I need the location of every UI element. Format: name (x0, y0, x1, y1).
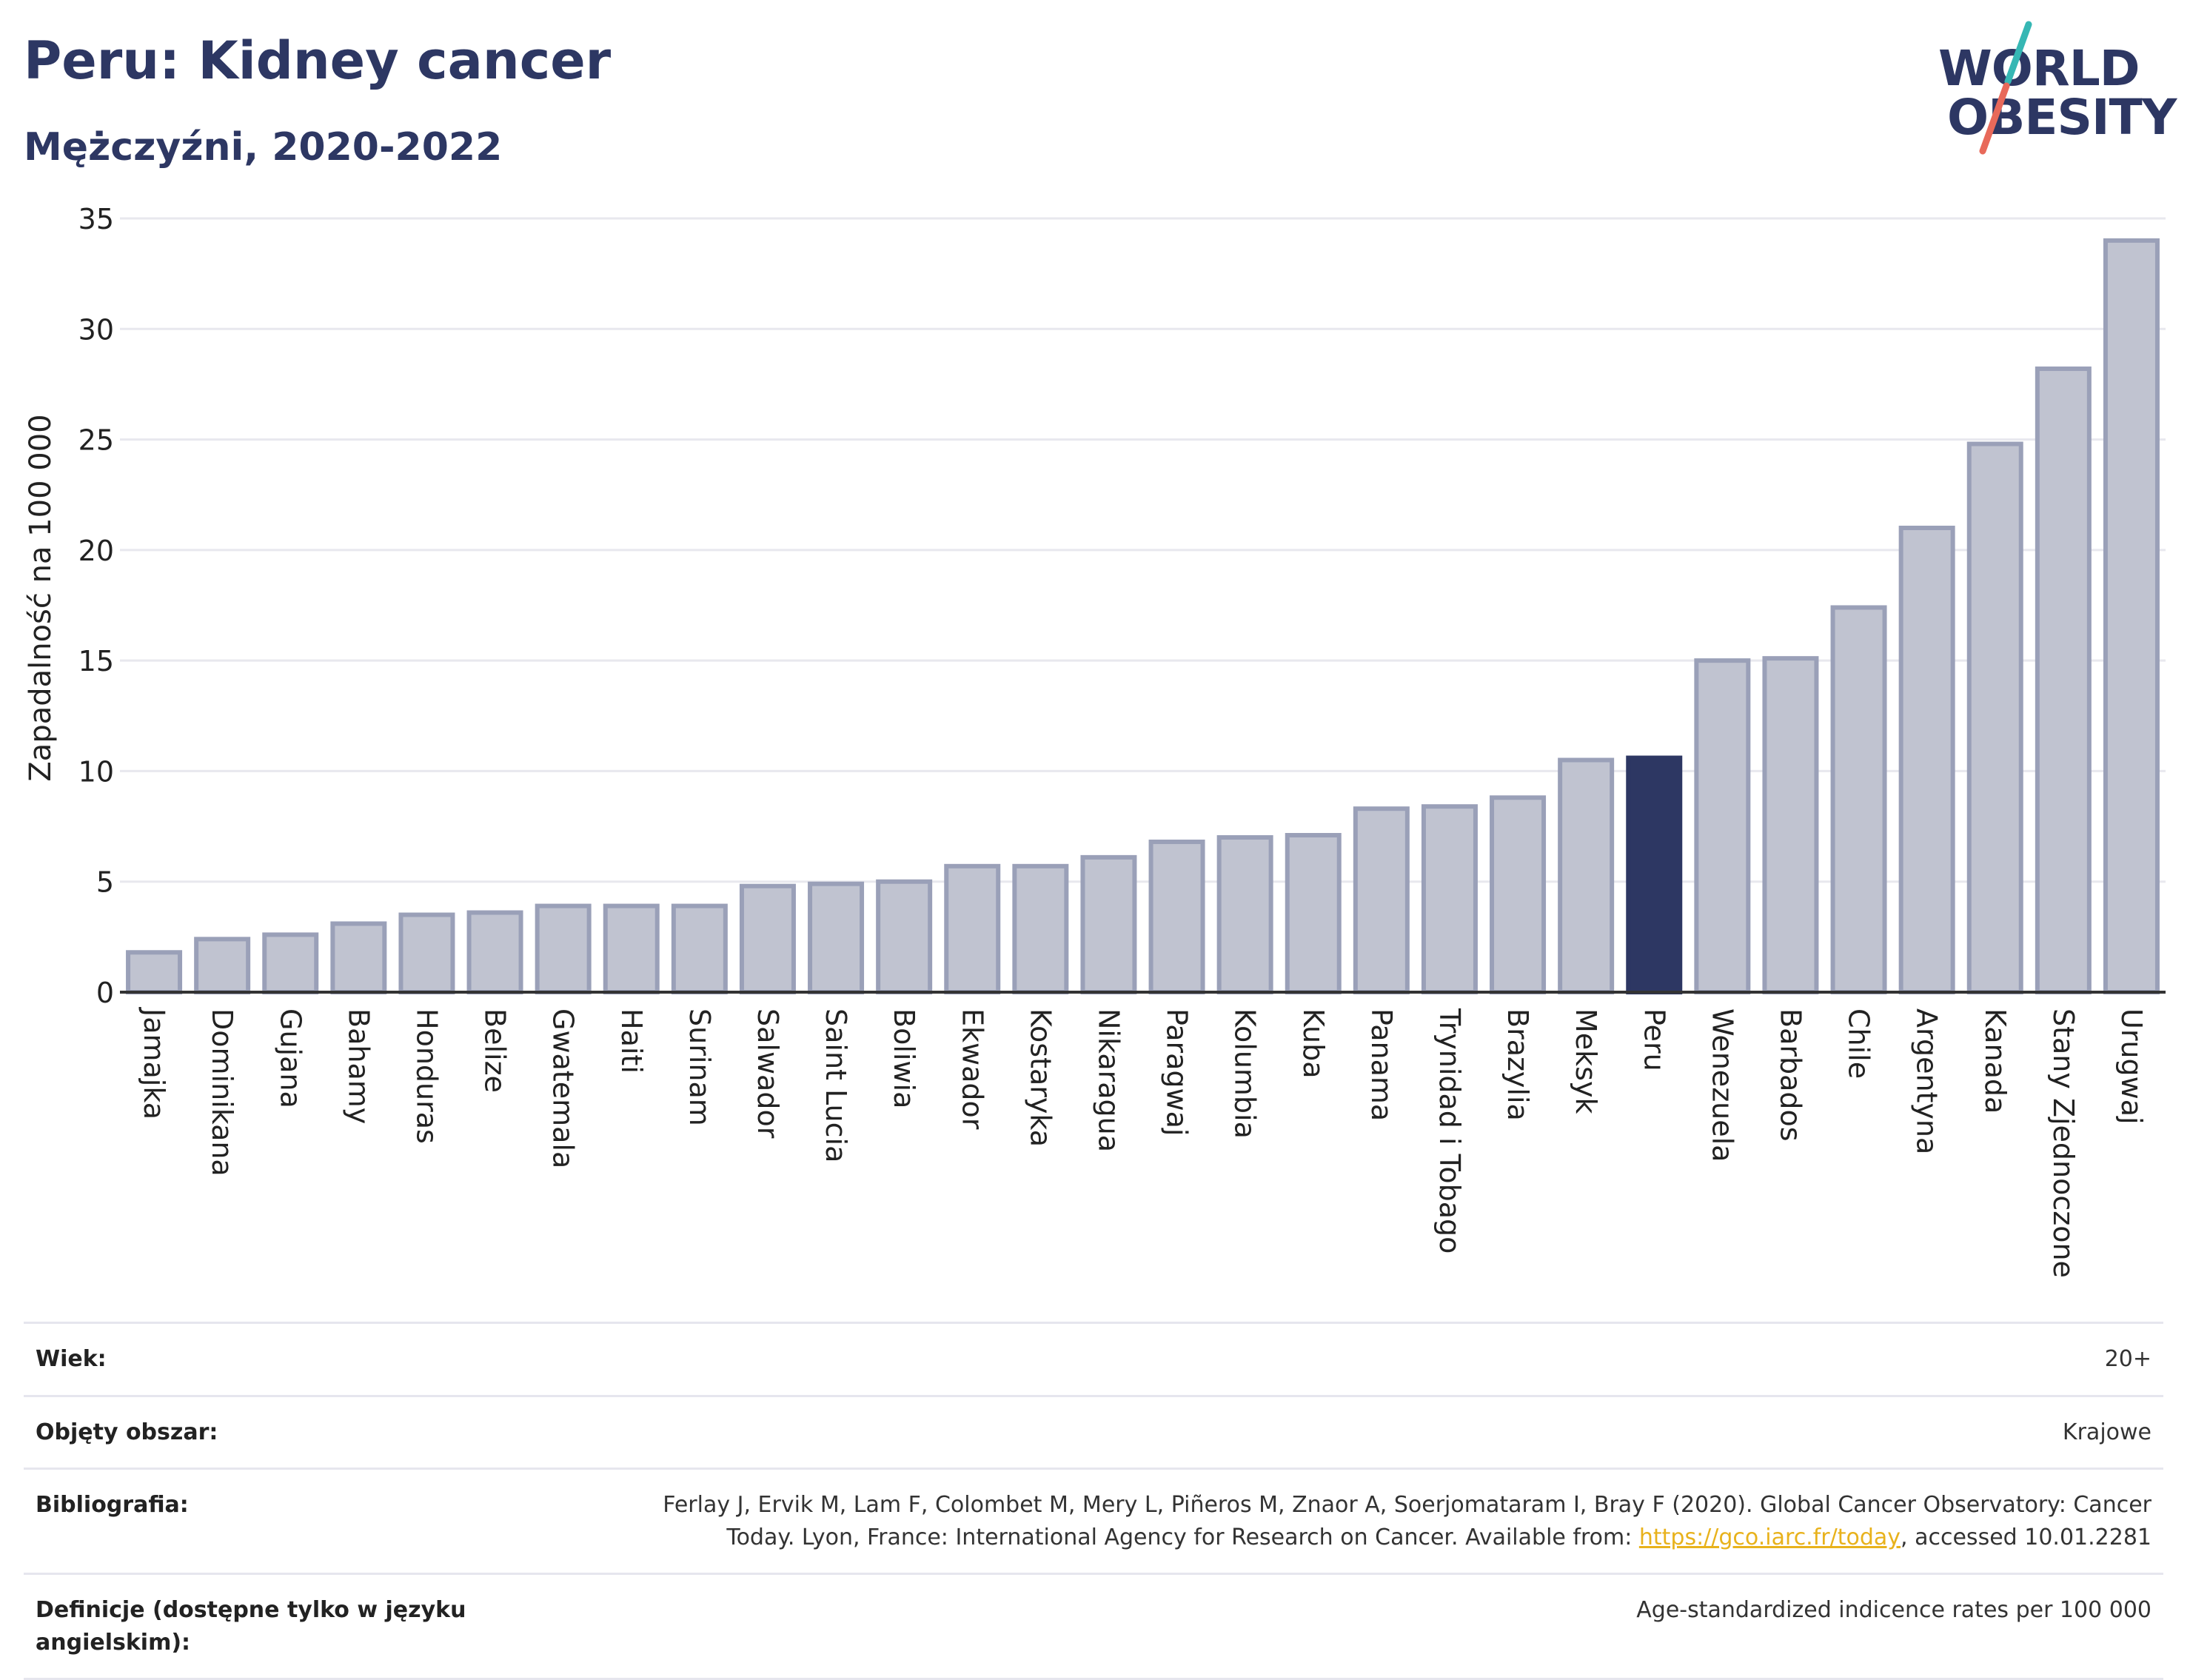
y-tick-label: 30 (78, 313, 114, 346)
x-tick-label: Kanada (1979, 1008, 2012, 1114)
bibliography-text: Ferlay J, Ervik M, Lam F, Colombet M, Me… (663, 1492, 2152, 1550)
y-tick-label: 5 (96, 866, 114, 899)
chart-subtitle: Mężczyźni, 2020-2022 (24, 125, 503, 170)
y-tick-label: 0 (96, 977, 114, 1009)
x-tick-label: Kolumbia (1229, 1008, 1262, 1139)
footer-value: Age-standardized indicence rates per 100… (1636, 1597, 2152, 1623)
x-tick-label: Saint Lucia (820, 1008, 852, 1162)
bar-salwador (739, 883, 796, 994)
bibliography-accessed: , accessed 10.01.2281 (1901, 1524, 2152, 1550)
x-tick-label: Peru (1638, 1008, 1670, 1071)
y-tick-label: 15 (78, 645, 114, 677)
footer-value: Krajowe (2062, 1419, 2152, 1445)
bar-argentyna (1898, 526, 1955, 994)
footer-label: Definicje (dostępne tylko w języku angie… (36, 1597, 466, 1656)
logo-line-1: WORLD (1938, 40, 2140, 97)
x-tick-label: Paragwaj (1161, 1008, 1193, 1136)
chart-footer: Wiek: 20+ Objęty obszar: Krajowe Bibliog… (24, 1322, 2163, 1680)
y-tick-label: 25 (78, 424, 114, 457)
bar-chart: 0 5 10 15 20 25 30 35 Zapadalność na 100 000 Jama… (24, 203, 2166, 1278)
bibliography-link[interactable]: https://gco.iarc.fr/today (1638, 1524, 1901, 1550)
bar-dominikana (194, 937, 251, 995)
world-obesity-logo[interactable]: WORLD OBESITY (1925, 21, 2177, 161)
bar-boliwia (876, 879, 933, 994)
footer-label: Wiek: (36, 1346, 107, 1372)
bar-gujana (262, 932, 319, 995)
x-tick-label: Gujana (274, 1008, 307, 1108)
bar-peru (1626, 755, 1683, 994)
bar-belize (466, 910, 523, 994)
x-tick-label: Bahamy (342, 1008, 375, 1124)
x-tick-label: Argentyna (1911, 1008, 1943, 1154)
bar-trynidad-i-tobago (1421, 804, 1478, 994)
bar-chile (1830, 605, 1887, 994)
bar-surinam (671, 903, 728, 994)
x-tick-label: Belize (479, 1008, 512, 1093)
x-tick-label: Stany Zjednoczone (2047, 1008, 2080, 1278)
x-tick-label: Jamajka (138, 1007, 170, 1120)
bar-kostaryka (1012, 863, 1069, 995)
x-tick-label: Kostaryka (1024, 1008, 1057, 1147)
bar-saint-lucia (808, 881, 865, 994)
bar-wenezuela (1694, 658, 1751, 995)
x-tick-label: Honduras (410, 1008, 443, 1144)
bar-jamajka (126, 950, 183, 995)
bar-paragwaj (1148, 839, 1205, 994)
bar-bahamy (330, 921, 387, 995)
footer-label: Objęty obszar: (36, 1419, 218, 1445)
footer-label: Bibliografia: (36, 1492, 189, 1518)
bar-meksyk (1558, 757, 1615, 994)
bar-kolumbia (1216, 835, 1273, 994)
x-tick-label: Haiti (615, 1008, 648, 1074)
bar-kuba (1285, 833, 1342, 994)
y-axis-label: Zapadalność na 100 000 (24, 414, 58, 781)
footer-row-bibliography: Bibliografia: Ferlay J, Ervik M, Lam F, … (24, 1468, 2163, 1573)
x-tick-label: Gwatemala (547, 1008, 580, 1168)
bar-stany-zjednoczone (2035, 367, 2092, 994)
bar-honduras (398, 912, 455, 994)
bar-gwatemala (535, 903, 592, 994)
x-tick-label: Salwador (751, 1008, 784, 1139)
bar-barbados (1762, 656, 1819, 995)
x-tick-label: Ekwador (956, 1008, 988, 1130)
bar-ekwador (944, 863, 1001, 995)
footer-row-age: Wiek: 20+ (24, 1322, 2163, 1395)
x-tick-label: Wenezuela (1706, 1008, 1738, 1162)
x-tick-label: Nikaragua (1092, 1008, 1125, 1152)
bar-nikaragua (1080, 854, 1137, 995)
footer-row-definitions: Definicje (dostępne tylko w języku angie… (24, 1573, 2163, 1680)
bar-brazylia (1490, 795, 1547, 995)
x-tick-label: Barbados (1774, 1008, 1806, 1142)
bar-panama (1353, 806, 1410, 994)
y-tick-label: 20 (78, 535, 114, 567)
logo-slash-icon (1979, 21, 2032, 155)
x-tick-label: Chile (1843, 1008, 1875, 1079)
x-tick-label: Meksyk (1570, 1008, 1602, 1114)
logo-line-2: OBESITY (1947, 89, 2177, 146)
bar-urugwaj (2103, 238, 2160, 995)
x-tick-label: Dominikana (206, 1008, 238, 1177)
x-tick-label: Urugwaj (2115, 1008, 2148, 1125)
x-tick-label: Kuba (1297, 1008, 1330, 1079)
bar-haiti (603, 903, 660, 994)
footer-value: Ferlay J, Ervik M, Lam F, Colombet M, Me… (597, 1489, 2152, 1553)
y-tick-label: 10 (78, 755, 114, 788)
footer-row-area: Objęty obszar: Krajowe (24, 1394, 2163, 1468)
footer-value: 20+ (2104, 1346, 2152, 1372)
x-tick-label: Surinam (683, 1008, 716, 1126)
y-tick-label: 35 (78, 203, 114, 235)
chart-title: Peru: Kidney cancer (24, 30, 612, 91)
x-tick-label: Panama (1365, 1008, 1398, 1121)
x-tick-label: Trynidad i Tobago (1433, 1008, 1466, 1254)
bar-kanada (1966, 441, 2023, 994)
x-tick-label: Brazylia (1501, 1008, 1534, 1121)
x-tick-label: Boliwia (888, 1008, 920, 1108)
